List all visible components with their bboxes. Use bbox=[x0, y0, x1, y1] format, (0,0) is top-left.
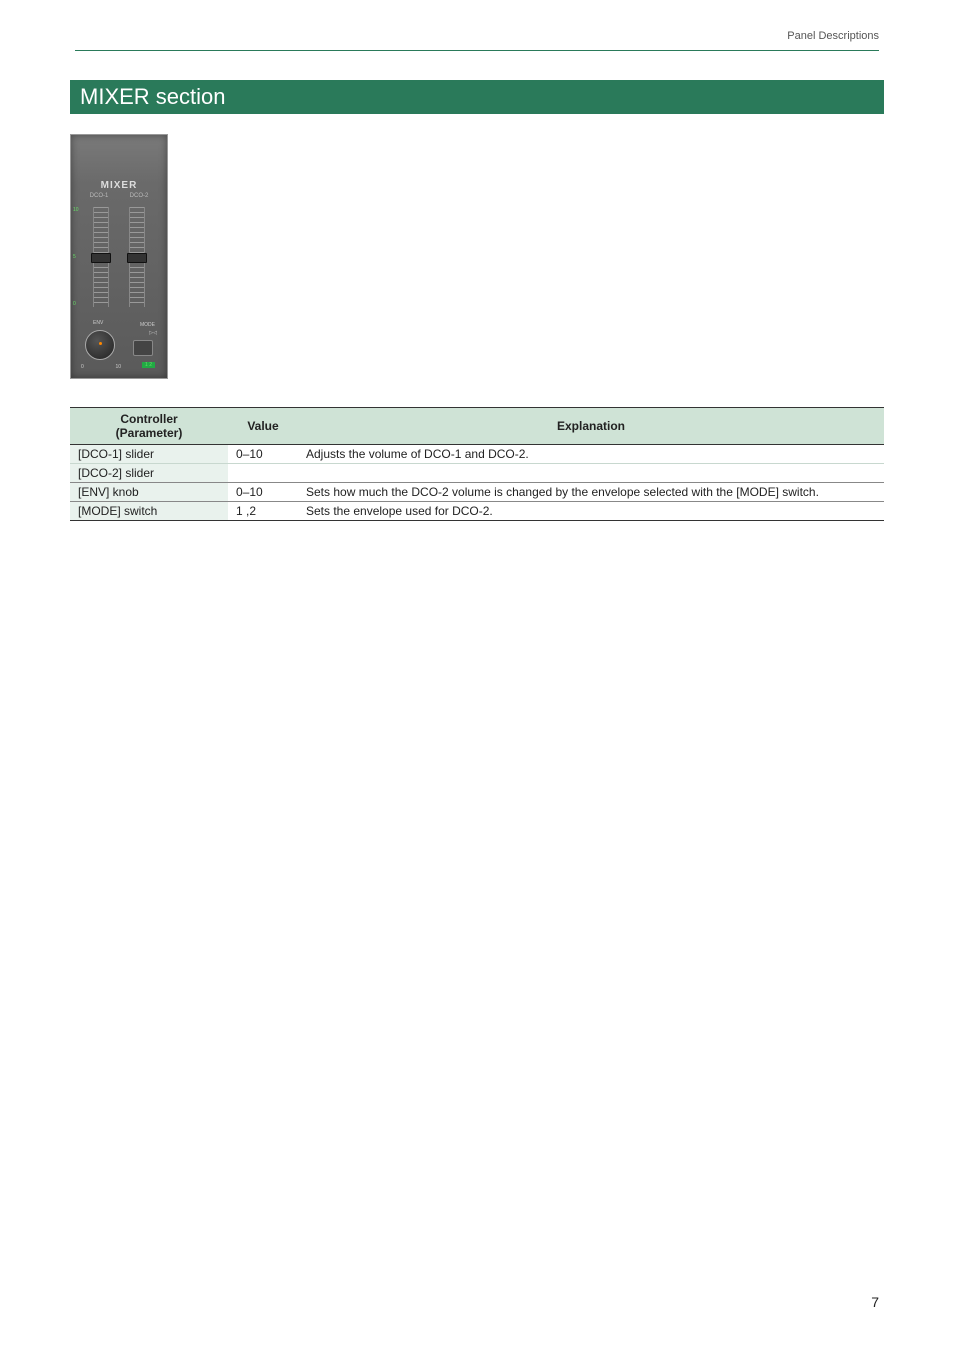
panel-title: MIXER bbox=[71, 180, 167, 191]
table-header-row: Controller (Parameter) Value Explanation bbox=[70, 408, 884, 445]
col-explanation: Explanation bbox=[298, 408, 884, 445]
knob-min: 0 bbox=[81, 364, 84, 370]
scale-0: 0 bbox=[73, 301, 87, 307]
panel-col2-label: DCO-2 bbox=[130, 193, 149, 199]
cell-controller: [MODE] switch bbox=[70, 502, 228, 521]
mode-icons: ▷◁ bbox=[149, 330, 157, 336]
mode-switch-label: MODE bbox=[140, 322, 155, 328]
col-controller-line1: Controller bbox=[120, 412, 177, 426]
panel-columns: DCO-1 DCO-2 bbox=[71, 193, 167, 199]
panel-col1-label: DCO-1 bbox=[90, 193, 109, 199]
table-row: [DCO-1] slider 0–10 Adjusts the volume o… bbox=[70, 445, 884, 464]
parameter-table: Controller (Parameter) Value Explanation… bbox=[70, 407, 884, 521]
env-knob-label: ENV bbox=[93, 320, 103, 326]
section-title: MIXER section bbox=[80, 84, 226, 109]
breadcrumb: Panel Descriptions bbox=[787, 30, 879, 42]
header-rule bbox=[75, 50, 879, 51]
dco2-slider-cap bbox=[127, 253, 147, 263]
cell-controller: [DCO-1] slider bbox=[70, 445, 228, 464]
cell-value bbox=[228, 464, 298, 483]
col-value: Value bbox=[228, 408, 298, 445]
dco1-slider-cap bbox=[91, 253, 111, 263]
col-controller: Controller (Parameter) bbox=[70, 408, 228, 445]
cell-value: 1 ,2 bbox=[228, 502, 298, 521]
section-title-bar: MIXER section bbox=[70, 80, 884, 114]
mode-switch bbox=[133, 340, 153, 356]
cell-controller: [DCO-2] slider bbox=[70, 464, 228, 483]
mixer-panel-image: MIXER DCO-1 DCO-2 10 5 0 ENV 0 10 MODE ▷… bbox=[70, 134, 168, 379]
cell-controller: [ENV] knob bbox=[70, 483, 228, 502]
slider-scale: 10 5 0 bbox=[73, 207, 87, 307]
cell-value: 0–10 bbox=[228, 483, 298, 502]
cell-explanation bbox=[298, 464, 884, 483]
col-controller-line2: (Parameter) bbox=[116, 426, 183, 440]
cell-explanation: Sets the envelope used for DCO-2. bbox=[298, 502, 884, 521]
cell-value: 0–10 bbox=[228, 445, 298, 464]
page-number: 7 bbox=[871, 1294, 879, 1310]
scale-10: 10 bbox=[73, 207, 87, 213]
cell-explanation: Sets how much the DCO-2 volume is change… bbox=[298, 483, 884, 502]
scale-5: 5 bbox=[73, 254, 87, 260]
knob-max: 10 bbox=[115, 364, 121, 370]
mode-switch-numbers: 1 2 bbox=[142, 362, 155, 368]
cell-explanation: Adjusts the volume of DCO-1 and DCO-2. bbox=[298, 445, 884, 464]
env-knob-range: 0 10 bbox=[81, 364, 121, 370]
env-knob bbox=[85, 330, 115, 360]
table-row: [ENV] knob 0–10 Sets how much the DCO-2 … bbox=[70, 483, 884, 502]
table-row: [MODE] switch 1 ,2 Sets the envelope use… bbox=[70, 502, 884, 521]
table-row: [DCO-2] slider bbox=[70, 464, 884, 483]
